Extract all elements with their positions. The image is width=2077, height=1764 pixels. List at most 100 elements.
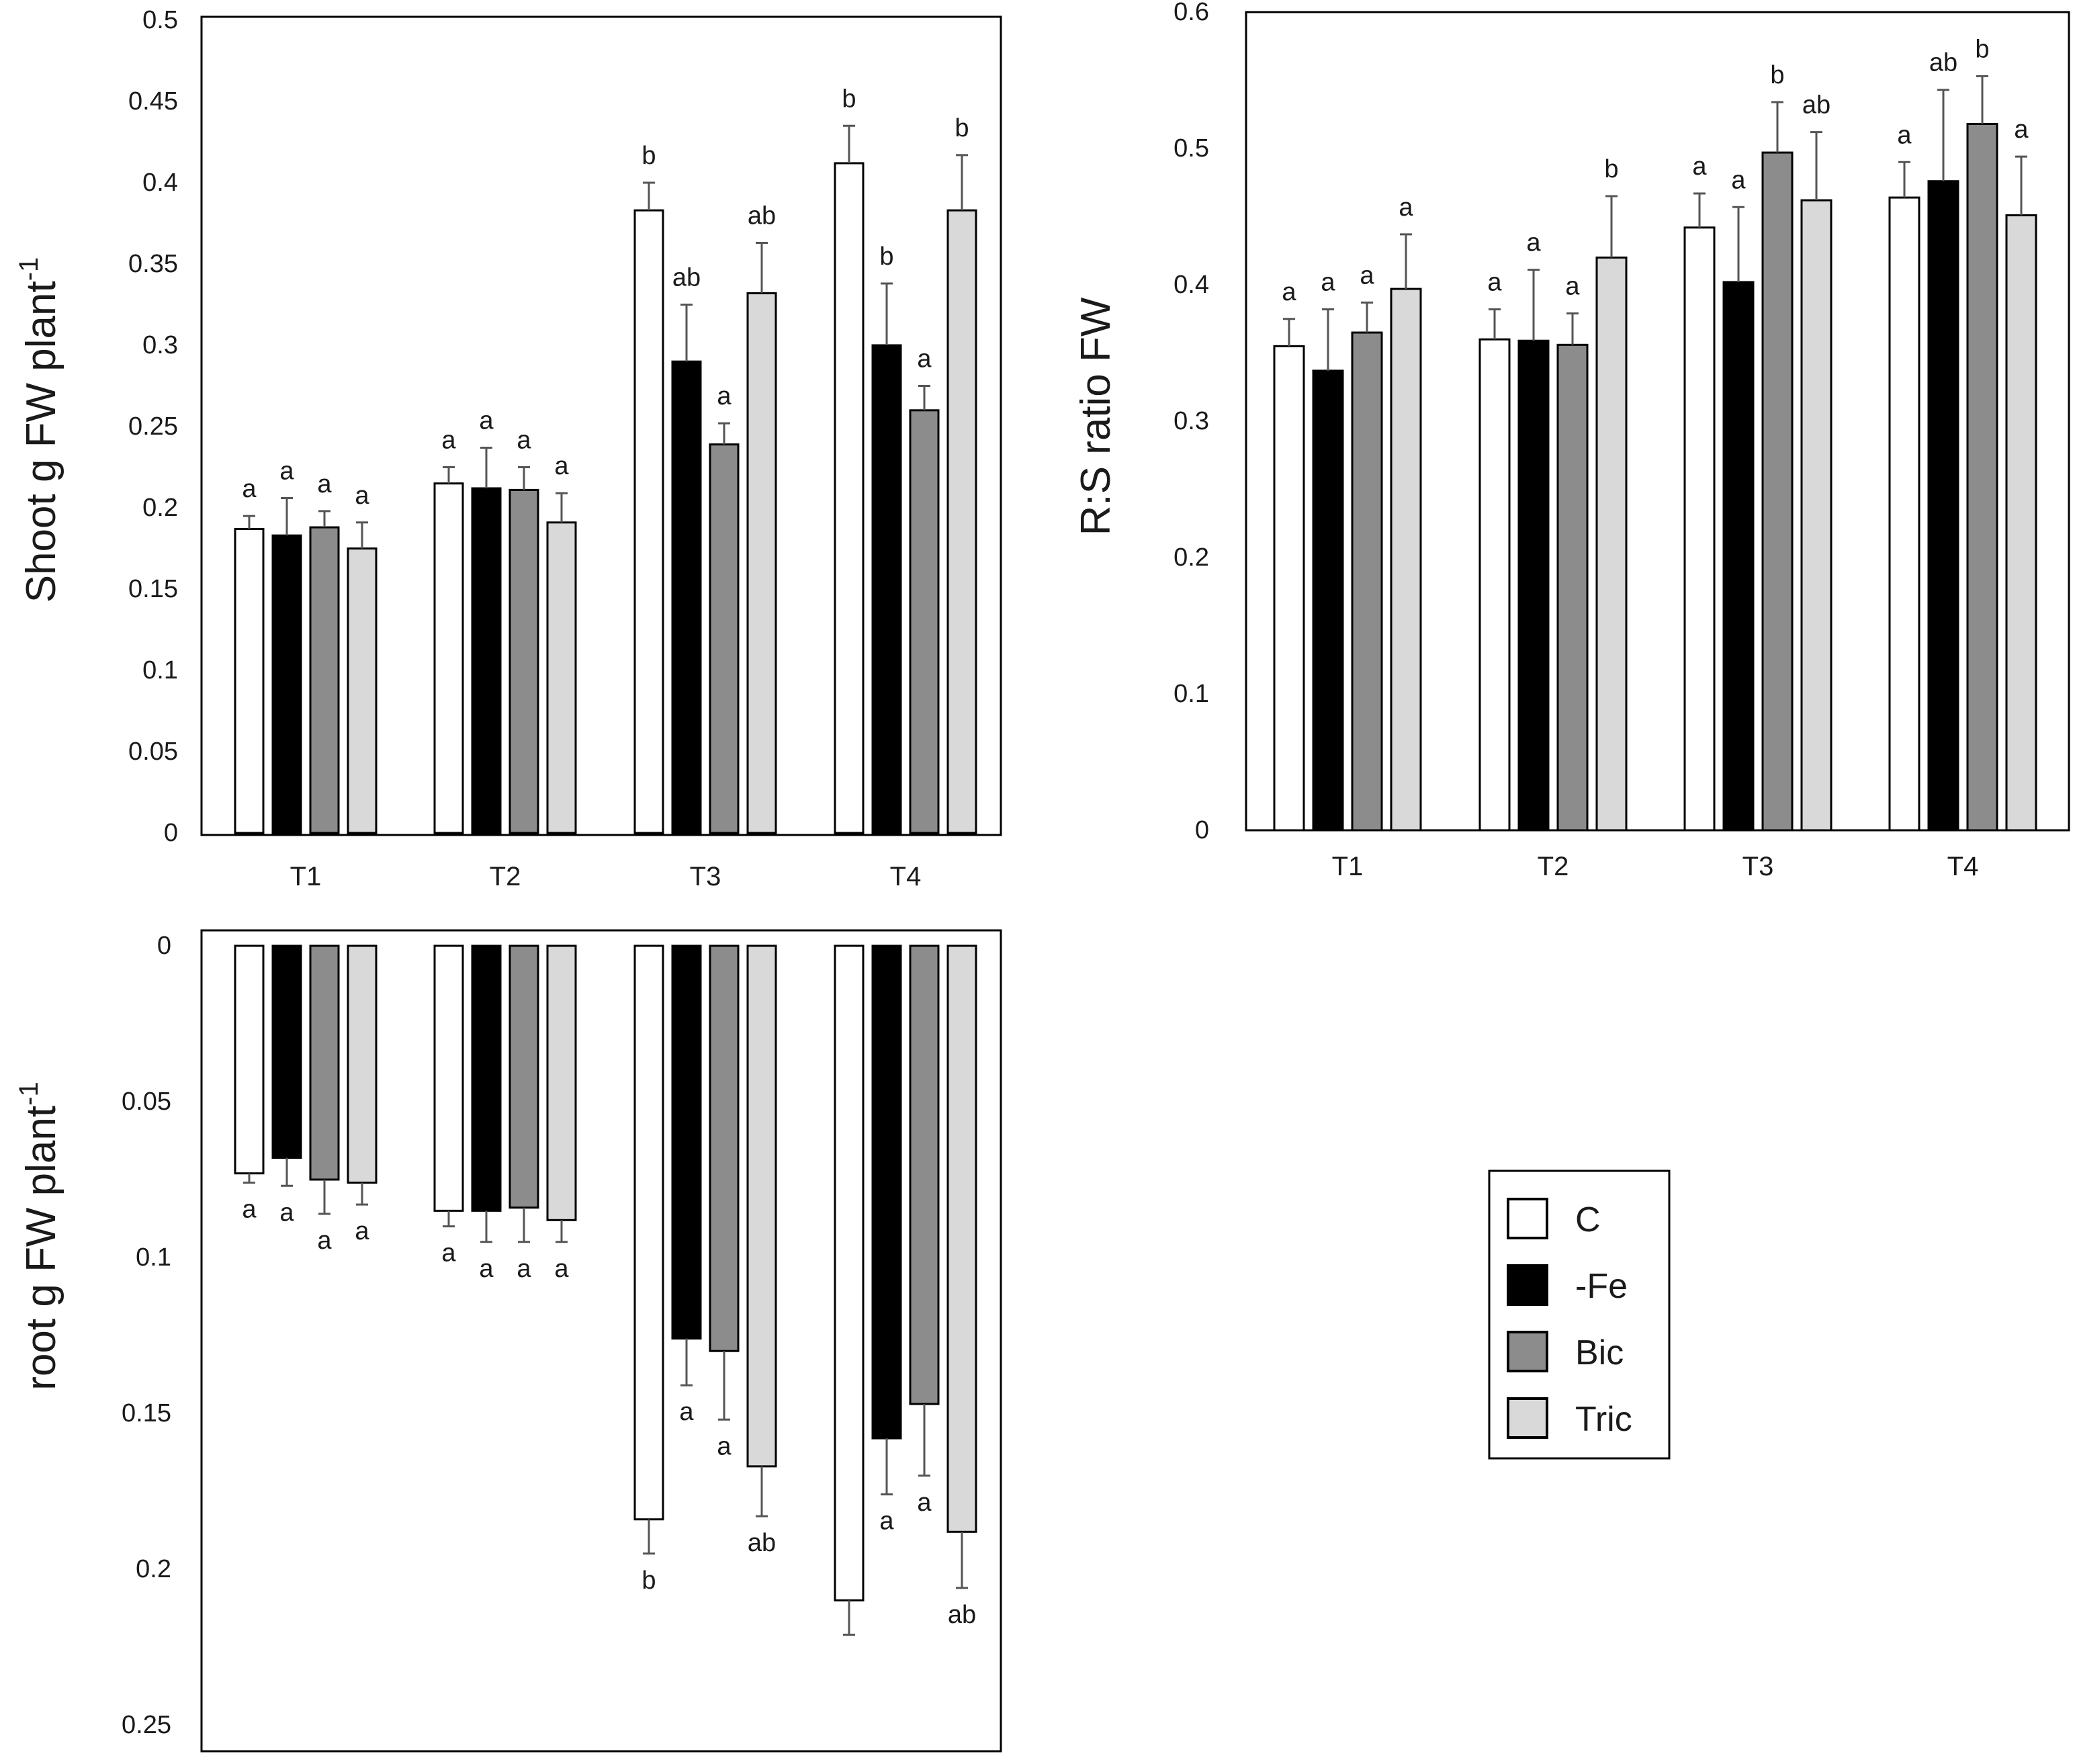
rs-significance-letter: b [1770,61,1784,89]
shoot-bar--Fe-T1 [271,534,302,834]
shoot-significance-letter: a [917,345,932,373]
shoot-bar-Bic-T2 [509,488,539,834]
root-bar-Bic-T4 [909,944,940,1405]
shoot-bar-C-T3 [633,209,664,834]
rs-y-tick-label: 0 [1195,816,1209,844]
root-y-axis-label: root g FW plant-1 [14,1082,64,1390]
rs-significance-letter: a [1487,269,1502,297]
root-bar--Fe-T3 [671,944,702,1340]
shoot-significance-letter: a [479,406,494,435]
legend-label: Tric [1575,1400,1632,1439]
shoot-bar-Tric-T1 [347,547,378,834]
legend-swatch-Bic [1507,1331,1548,1372]
root-y-tick-label: 0.25 [122,1711,171,1739]
root-bar-C-T1 [234,944,265,1175]
rs-bar-C-T2 [1478,338,1511,832]
shoot-significance-letter: a [517,427,531,455]
shoot-significance-letter: b [879,242,893,271]
root-bar-Tric-T4 [946,944,977,1533]
rs-significance-letter: a [1526,229,1541,257]
rs-significance-letter: a [1897,121,1912,149]
rs-significance-letter: b [1604,155,1618,183]
rs-y-tick-label: 0.2 [1174,543,1209,572]
shoot-significance-letter: a [441,427,456,455]
rs-category-label: T3 [1742,852,1774,881]
shoot-bar--Fe-T3 [671,360,702,834]
root-y-tick-label: 0 [157,932,171,960]
rs-category-label: T4 [1947,852,1979,881]
root-bar-C-T3 [633,944,664,1521]
rs-bar-Bic-T2 [1556,343,1589,832]
root-significance-letter: ab [948,1601,976,1629]
root-significance-letter: a [317,1227,332,1255]
rs-significance-letter: a [1731,166,1746,194]
root-y-tick-label: 0.15 [122,1399,171,1427]
legend-label: Bic [1575,1333,1624,1372]
shoot-y-axis-ticks: 0 0.05 0.1 0.15 0.2 0.25 0.3 0.35 0.4 0.45 0.5 [128,6,178,847]
shoot-x-axis-labels: T1 T2 T3 T4 [290,862,922,891]
rs-significance-letter: a [1565,273,1580,301]
root-bar--Fe-T4 [871,944,902,1440]
root-significance-letter: a [679,1398,694,1426]
rs-y-axis-label: R:S ratio FW [1073,297,1119,535]
rs-significance-letter: a [1360,261,1374,290]
root-significance-letter: a [355,1217,369,1245]
root-y-tick-label: 0.05 [122,1088,171,1116]
root-bar-Tric-T2 [546,944,577,1221]
shoot-bar-C-T2 [433,482,464,834]
shoot-significance-letter: a [279,457,294,485]
root-bar-Bic-T2 [509,944,539,1209]
shoot-bar-Bic-T3 [709,443,740,834]
legend-swatch--Fe [1507,1264,1548,1306]
rs-bar-C-T1 [1273,345,1305,832]
root-significance-letter: a [554,1255,569,1283]
rs-bar-C-T4 [1888,196,1920,832]
rs-y-axis-ticks: 0 0.1 0.2 0.3 0.4 0.5 0.6 [1174,0,1209,844]
rs-y-tick-label: 0.1 [1174,680,1209,708]
rs-category-label: T1 [1332,852,1364,881]
root-bar-Bic-T3 [709,944,740,1352]
rs-bar-Tric-T3 [1800,199,1832,832]
shoot-y-tick-label: 0.5 [142,6,178,34]
shoot-bar-Tric-T3 [746,292,777,834]
shoot-category-label: T4 [890,862,922,891]
root-bar-C-T2 [433,944,464,1212]
rs-bar--Fe-T2 [1517,339,1550,832]
shoot-significance-letter: b [955,114,969,142]
rs-bar--Fe-T3 [1722,281,1755,832]
rs-x-axis-labels: T1 T2 T3 T4 [1332,852,1979,881]
legend-swatch-C [1507,1198,1548,1239]
legend-label: -Fe [1575,1267,1628,1306]
root-significance-letter: a [242,1196,257,1224]
shoot-bar-Bic-T4 [909,409,940,834]
root-significance-letter: a [279,1198,294,1227]
root-plot-frame [200,929,1002,1753]
shoot-significance-letter: a [355,482,369,510]
root-significance-letter: a [879,1507,894,1536]
shoot-y-tick-label: 0.35 [128,250,178,278]
rs-bar-Bic-T4 [1966,122,1998,832]
shoot-category-label: T1 [290,862,322,891]
shoot-y-tick-label: 0.15 [128,575,178,603]
root-y-tick-label: 0.2 [136,1555,171,1583]
shoot-bar-C-T4 [834,162,865,834]
rs-significance-letter: ab [1802,91,1830,120]
rs-significance-letter: a [1692,152,1707,181]
shoot-bar--Fe-T2 [471,487,502,834]
rs-significance-letter: ab [1929,49,1957,77]
rs-bar-C-T3 [1683,226,1716,832]
rs-significance-letter: a [1399,193,1413,222]
shoot-category-label: T2 [490,862,521,891]
shoot-significance-letter: b [842,85,856,113]
root-significance-letter: a [517,1255,531,1283]
rs-bar-Tric-T1 [1390,288,1422,832]
rs-category-label: T2 [1538,852,1569,881]
shoot-significance-letter: ab [748,202,776,230]
rs-bar-Tric-T2 [1595,256,1628,832]
shoot-y-tick-label: 0.1 [142,656,178,685]
